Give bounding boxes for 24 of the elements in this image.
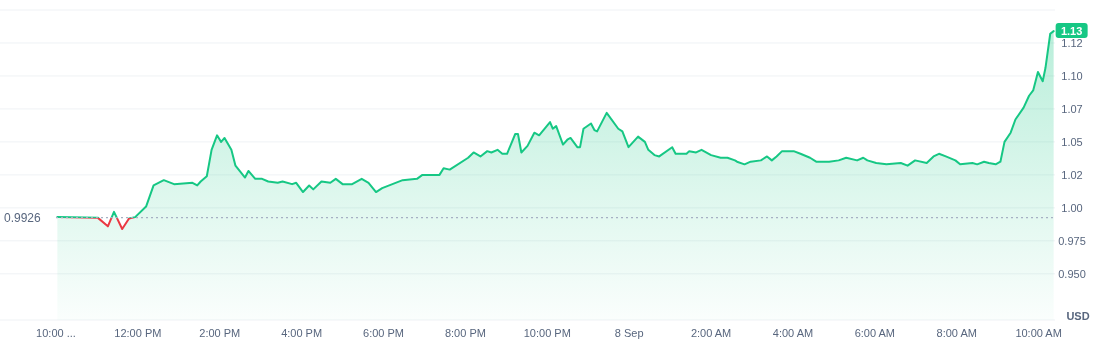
x-tick-label: 2:00 AM — [690, 327, 732, 339]
x-tick-label: 4:00 AM — [772, 327, 814, 339]
x-tick-label: 6:00 AM — [854, 327, 896, 339]
y-tick-label: 1.02 — [1061, 168, 1083, 181]
x-tick-label: 4:00 PM — [281, 327, 323, 339]
y-axis-title: USD — [1066, 310, 1090, 322]
x-tick-label: 10:00 PM — [523, 327, 571, 339]
ref-line-label: 0.9926 — [4, 210, 42, 225]
y-tick-label: 1.12 — [1061, 36, 1083, 49]
y-tick-label: 1.00 — [1061, 201, 1083, 214]
y-tick-label: 0.950 — [1058, 267, 1086, 280]
x-tick-label: 8:00 PM — [444, 327, 486, 339]
y-tick-label: 0.975 — [1058, 234, 1086, 247]
y-tick-label: 1.10 — [1061, 69, 1083, 82]
x-tick-label: 6:00 PM — [363, 327, 405, 339]
annotation: 1.13 — [1060, 24, 1083, 37]
y-tick-label: 1.05 — [1061, 135, 1083, 148]
x-tick-label: 2:00 PM — [199, 327, 241, 339]
y-tick-label: 1.07 — [1061, 102, 1083, 115]
x-tick-label: 8 Sep — [614, 327, 644, 339]
x-tick-label: 10:00 ... — [36, 327, 76, 339]
x-tick-label: 12:00 PM — [114, 327, 162, 339]
x-tick-label: 8:00 AM — [936, 327, 977, 339]
x-tick-label: 10:00 AM — [1015, 327, 1062, 339]
